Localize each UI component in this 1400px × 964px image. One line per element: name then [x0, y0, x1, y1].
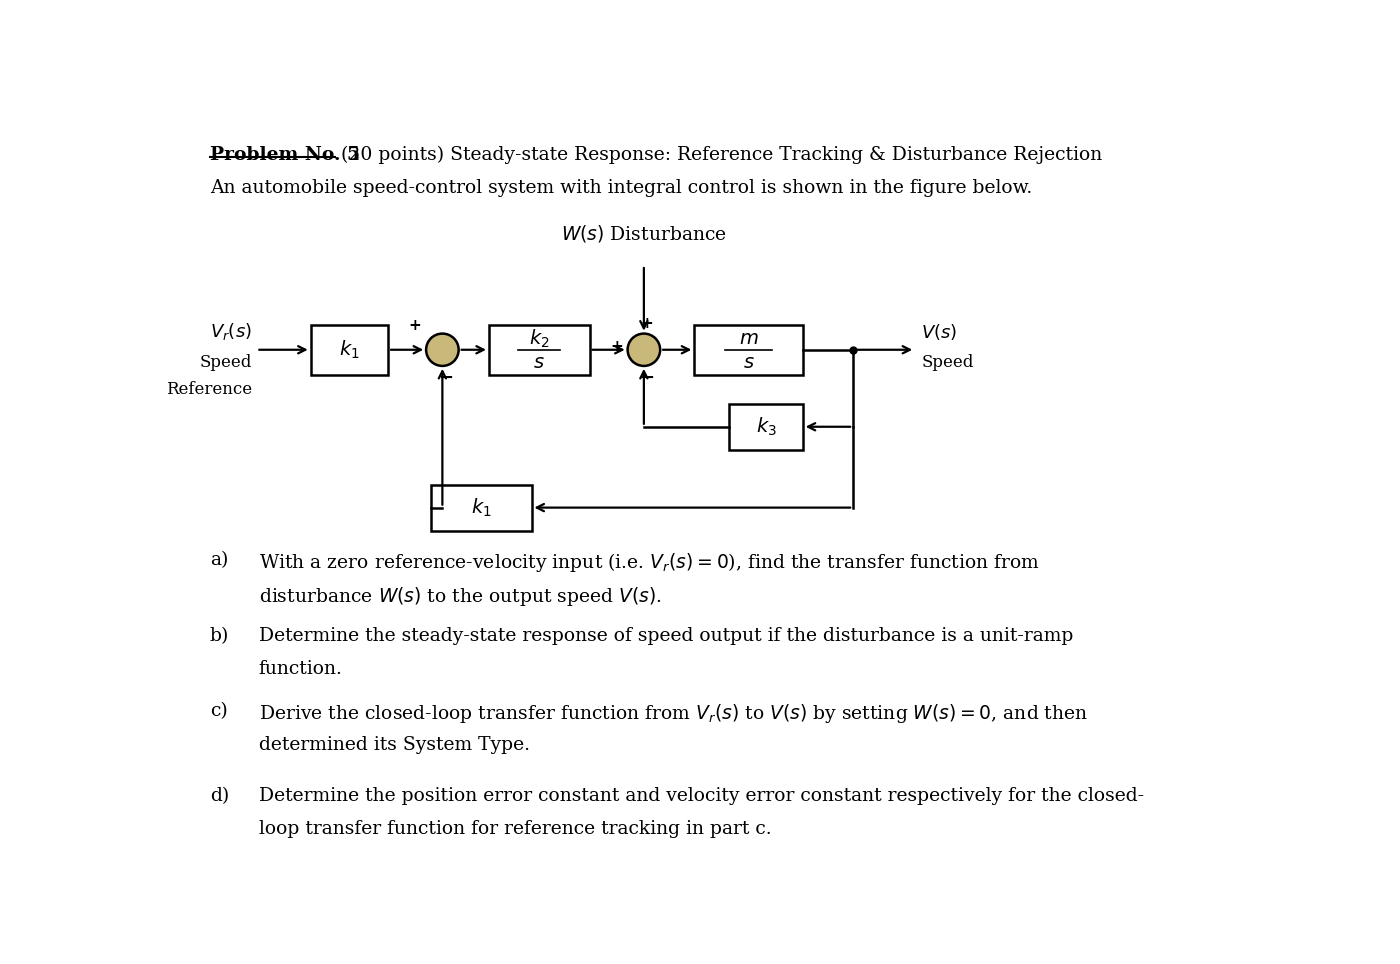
Text: Reference: Reference — [165, 381, 252, 397]
Bar — [729, 404, 802, 450]
Text: function.: function. — [259, 660, 343, 678]
Text: With a zero reference-velocity input (i.e. $V_r(s) = 0$), find the transfer func: With a zero reference-velocity input (i.… — [259, 551, 1040, 575]
Text: $s$: $s$ — [533, 353, 545, 371]
Text: Speed: Speed — [199, 354, 252, 370]
Text: (20 points) Steady-state Response: Reference Tracking & Disturbance Rejection: (20 points) Steady-state Response: Refer… — [336, 146, 1103, 164]
Text: +: + — [407, 318, 420, 333]
Text: c): c) — [210, 703, 228, 720]
Text: $k_3$: $k_3$ — [756, 415, 777, 438]
Circle shape — [426, 334, 459, 366]
Bar — [311, 325, 388, 375]
Text: d): d) — [210, 788, 230, 805]
Text: $s$: $s$ — [742, 353, 755, 371]
Text: −: − — [438, 369, 454, 387]
Text: Problem No. 5: Problem No. 5 — [210, 146, 360, 164]
Text: Derive the closed-loop transfer function from $V_r(s)$ to $V(s)$ by setting $W(s: Derive the closed-loop transfer function… — [259, 703, 1088, 726]
Text: disturbance $W(s)$ to the output speed $V(s)$.: disturbance $W(s)$ to the output speed $… — [259, 584, 662, 607]
Text: $k_1$: $k_1$ — [339, 338, 360, 361]
Circle shape — [627, 334, 661, 366]
Text: determined its System Type.: determined its System Type. — [259, 736, 529, 754]
Text: $m$: $m$ — [739, 330, 759, 348]
Text: Determine the position error constant and velocity error constant respectively f: Determine the position error constant an… — [259, 788, 1144, 805]
Text: $V(s)$: $V(s)$ — [921, 322, 958, 342]
Bar — [694, 325, 802, 375]
Text: $V_r(s)$: $V_r(s)$ — [210, 321, 252, 342]
Text: Speed: Speed — [921, 354, 974, 370]
Text: loop transfer function for reference tracking in part c.: loop transfer function for reference tra… — [259, 820, 771, 839]
Text: +: + — [641, 315, 654, 331]
Text: a): a) — [210, 551, 228, 570]
Text: $W(s)$ Disturbance: $W(s)$ Disturbance — [561, 223, 727, 244]
Text: Determine the steady-state response of speed output if the disturbance is a unit: Determine the steady-state response of s… — [259, 627, 1072, 645]
Text: $k_1$: $k_1$ — [470, 496, 491, 519]
Bar — [489, 325, 589, 375]
Bar — [431, 485, 532, 531]
Text: b): b) — [210, 627, 230, 645]
Text: $k_2$: $k_2$ — [529, 328, 550, 350]
Text: +: + — [610, 339, 623, 354]
Text: −: − — [640, 369, 655, 387]
Text: An automobile speed-control system with integral control is shown in the figure : An automobile speed-control system with … — [210, 178, 1032, 197]
